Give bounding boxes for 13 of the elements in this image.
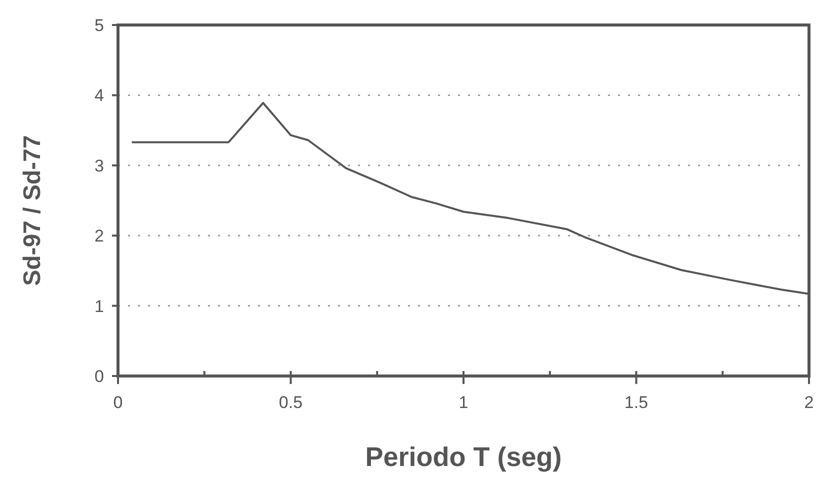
y-tick-label: 2 xyxy=(94,226,104,246)
x-tick-label: 1 xyxy=(458,393,468,412)
y-tick-label: 4 xyxy=(94,86,104,106)
x-tick-label: 0.5 xyxy=(278,393,303,412)
x-tick-label: 0 xyxy=(113,393,123,412)
x-axis-title: Periodo T (seg) xyxy=(365,442,562,472)
x-tick-label: 2 xyxy=(804,393,814,412)
x-tick-label: 1.5 xyxy=(624,393,648,412)
y-tick-label: 1 xyxy=(94,296,104,316)
y-tick-label: 5 xyxy=(94,16,104,35)
y-tick-label: 0 xyxy=(94,366,104,386)
y-tick-label: 3 xyxy=(94,156,104,176)
y-axis-title: Sd-97 / Sd-77 xyxy=(19,135,46,286)
